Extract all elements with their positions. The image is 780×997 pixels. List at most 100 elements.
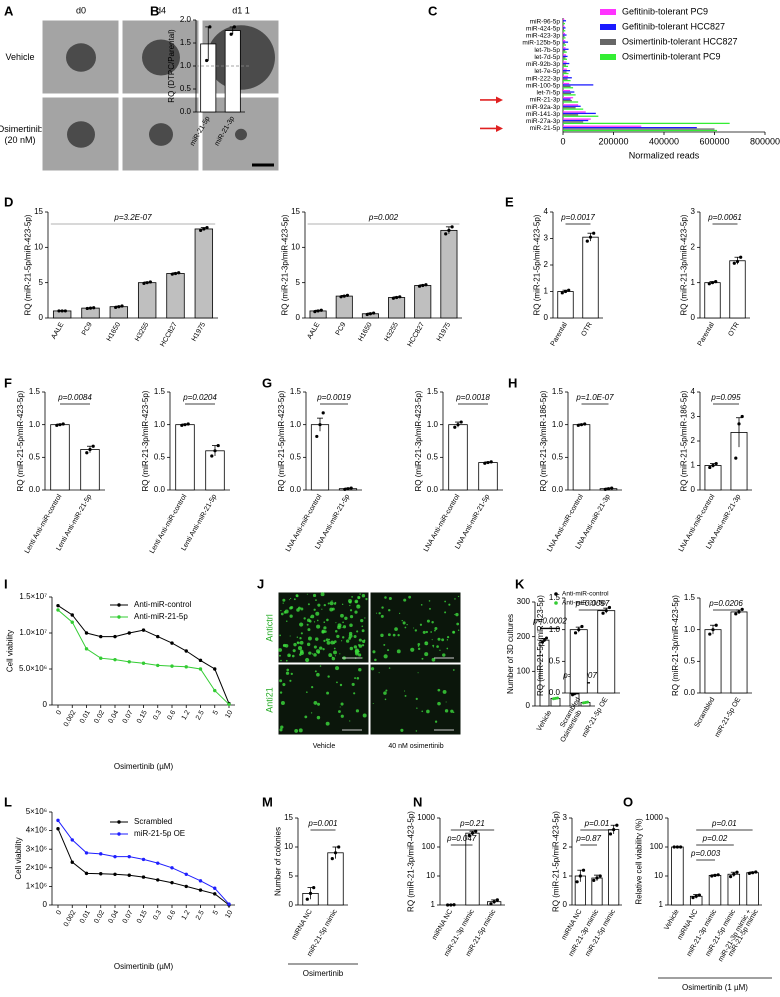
organoid xyxy=(299,622,304,627)
organoid xyxy=(327,602,330,605)
y-tick-label: let-7i-5p xyxy=(537,90,561,97)
data-point xyxy=(84,647,89,651)
panel-label: N xyxy=(413,794,422,809)
organoid xyxy=(313,645,317,649)
organoid xyxy=(289,597,292,600)
bar xyxy=(563,105,581,107)
bar xyxy=(563,89,571,92)
data-point xyxy=(56,603,60,608)
organoid xyxy=(333,650,337,655)
organoid xyxy=(355,709,360,713)
bar xyxy=(327,852,344,906)
data-point xyxy=(446,903,450,907)
micrograph xyxy=(369,591,462,664)
organoid xyxy=(331,600,333,602)
organoid xyxy=(370,667,375,671)
organoid xyxy=(353,635,357,639)
bar xyxy=(704,282,721,319)
organoid xyxy=(338,710,341,713)
group-label: Osimertinib xyxy=(303,969,344,978)
y-tick-label: 0 xyxy=(39,313,44,322)
data-point xyxy=(495,898,499,902)
organoid xyxy=(422,630,426,634)
y-tick-label: 1 xyxy=(431,900,436,909)
p-value: p=0.0084 xyxy=(57,393,92,402)
bar xyxy=(563,122,730,125)
organoid xyxy=(378,612,381,615)
bar xyxy=(563,58,568,60)
organoid xyxy=(316,672,320,677)
data-point xyxy=(714,461,718,466)
organoid xyxy=(280,725,284,729)
data-point xyxy=(173,271,178,276)
panel-label: D xyxy=(4,194,13,209)
legend-marker xyxy=(117,820,121,824)
organoid xyxy=(286,620,288,623)
organoid xyxy=(429,607,431,610)
organoid xyxy=(354,610,358,614)
data-point xyxy=(577,628,581,632)
organoid xyxy=(425,644,427,646)
y-axis-label: RQ (miR-21-5p/miR-423-5p) xyxy=(536,595,545,696)
organoid xyxy=(385,689,388,692)
legend-marker xyxy=(554,601,558,605)
data-point xyxy=(672,845,676,849)
data-point xyxy=(61,422,65,426)
organoid xyxy=(434,720,438,723)
bar xyxy=(109,306,129,319)
bar xyxy=(563,77,572,79)
organoid xyxy=(323,621,326,624)
organoid xyxy=(315,637,319,641)
bar xyxy=(563,54,567,56)
bar xyxy=(563,129,718,132)
data-point xyxy=(180,423,184,427)
organoid xyxy=(374,658,377,662)
p-value: p=0.01 xyxy=(711,819,737,828)
data-point xyxy=(156,861,160,865)
y-tick-label: 0.5 xyxy=(290,452,302,461)
data-point xyxy=(714,280,718,284)
organoid xyxy=(388,609,391,612)
organoid xyxy=(358,644,363,648)
data-point xyxy=(606,487,611,491)
organoid xyxy=(320,592,325,597)
data-point xyxy=(575,880,579,884)
organoid xyxy=(432,644,435,647)
organoid xyxy=(441,638,445,642)
y-tick-label: 3 xyxy=(691,412,696,421)
x-tick-label: 200000 xyxy=(598,136,628,146)
organoid xyxy=(361,593,366,598)
data-point xyxy=(213,886,217,890)
data-point xyxy=(99,852,103,856)
organoid xyxy=(299,637,302,640)
legend-marker xyxy=(117,615,121,619)
organoid xyxy=(431,620,434,624)
data-point xyxy=(170,866,174,870)
organoid xyxy=(313,608,316,611)
data-point xyxy=(710,874,714,878)
x-tick-label: 1.2 xyxy=(181,909,192,921)
bar xyxy=(563,44,567,46)
organoid xyxy=(331,656,336,661)
bar xyxy=(563,82,570,85)
organoid xyxy=(336,681,338,684)
organoid xyxy=(437,701,441,706)
bar xyxy=(563,51,567,53)
data-point xyxy=(127,631,131,635)
organoid xyxy=(321,630,325,634)
y-axis-label: RQ (miR-21-5p/miR-423-5p) xyxy=(23,214,32,315)
data-point xyxy=(391,296,395,300)
organoid xyxy=(289,614,293,618)
organoid xyxy=(335,666,340,671)
data-point xyxy=(579,423,584,427)
bar xyxy=(563,62,570,65)
organoid xyxy=(434,627,438,630)
organoid xyxy=(400,728,404,732)
organoid xyxy=(446,639,449,641)
data-point xyxy=(216,443,220,448)
data-point xyxy=(714,623,718,627)
data-point xyxy=(489,460,493,464)
data-point xyxy=(232,25,236,29)
panel-label: O xyxy=(623,794,633,809)
organoid xyxy=(342,621,344,624)
